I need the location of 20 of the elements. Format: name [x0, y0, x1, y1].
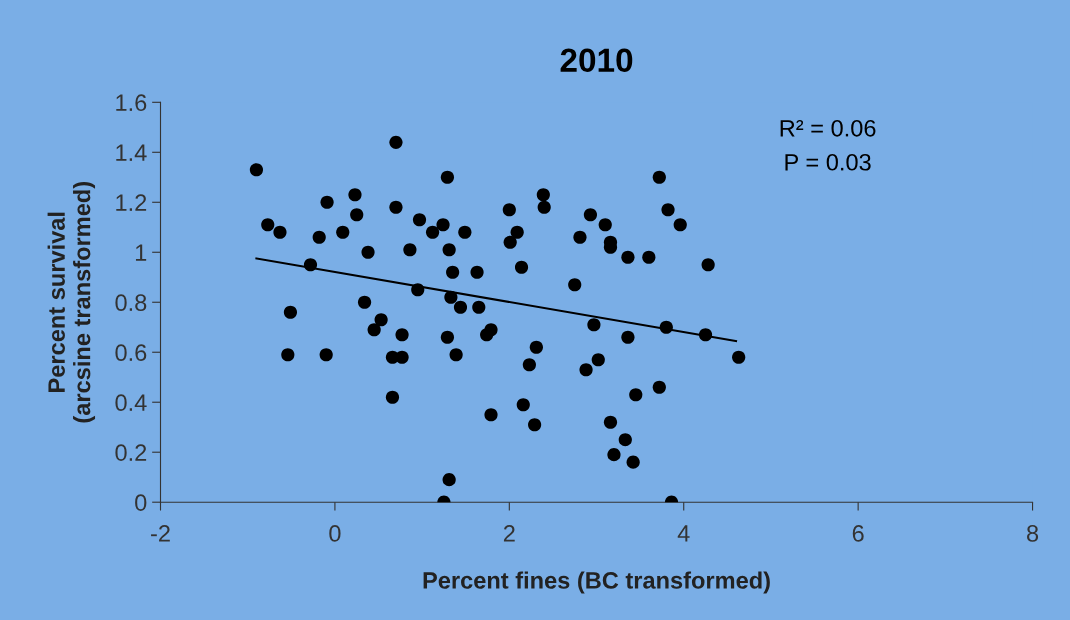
x-axis-title: Percent fines (BC transformed): [423, 571, 770, 594]
x-tick-label: 6: [852, 525, 864, 542]
y-tick-label: 0.2: [115, 444, 147, 461]
y-tick-label: 0: [135, 494, 147, 511]
x-tick-label: 0: [329, 525, 341, 542]
chart-title: 2010: [560, 48, 633, 73]
y-tick-label: 1.6: [116, 94, 147, 112]
y-tick-label: 1.2: [116, 194, 147, 211]
y-tick-label: 1: [135, 244, 147, 261]
x-tick-label: -2: [151, 525, 170, 542]
x-tick-label: 2: [503, 525, 515, 542]
y-tick-label: 0.8: [115, 294, 147, 312]
annotation: P = 0.03: [785, 153, 871, 171]
x-tick-label: 8: [1027, 525, 1039, 542]
y-tick-label: 0.4: [115, 394, 147, 412]
annotation: R² = 0.06: [780, 119, 876, 137]
y-tick-label: 0.6: [115, 344, 147, 362]
x-tick-label: 4: [677, 525, 690, 542]
y-axis-title: Percent survival (arcsine transformed): [47, 182, 96, 423]
y-tick-label: 1.4: [116, 144, 147, 161]
